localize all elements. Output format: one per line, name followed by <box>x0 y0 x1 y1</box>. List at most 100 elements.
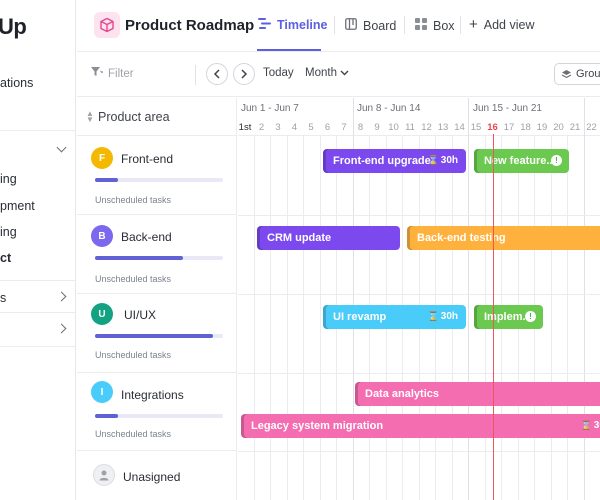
task-bar-legacy-system-migration[interactable]: Legacy system migration ⌛30h <box>241 414 600 438</box>
day-label: 10 <box>388 122 399 133</box>
task-hours: ⌛30h <box>581 420 600 431</box>
day-label: 3 <box>275 122 281 133</box>
next-period-button[interactable] <box>233 63 255 85</box>
layers-icon <box>561 69 572 78</box>
unscheduled-tasks-link[interactable]: Unscheduled tasks <box>95 274 172 284</box>
area-avatar: I <box>91 381 113 403</box>
chevron-right-icon[interactable] <box>56 291 67 302</box>
sidebar-item-notifications[interactable]: ations <box>0 76 34 90</box>
row-divider <box>238 294 600 295</box>
product-area-panel: ▲ ▼ Product area F Front-end Unscheduled … <box>77 98 237 500</box>
sidebar-divider <box>0 130 75 131</box>
area-progress-bar <box>95 414 223 418</box>
hourglass-icon: ⌛ <box>427 155 439 165</box>
task-bar-back-end-testing[interactable]: Back-end testing <box>407 226 600 250</box>
group-button[interactable]: Group <box>554 63 600 85</box>
tab-timeline[interactable]: Timeline <box>258 18 327 32</box>
task-label: Data analytics <box>365 388 439 400</box>
area-row-integrations[interactable]: I Integrations Unscheduled tasks <box>77 374 237 451</box>
cube-icon <box>94 12 120 38</box>
unscheduled-tasks-link[interactable]: Unscheduled tasks <box>95 429 172 439</box>
sidebar-item-product[interactable]: ct <box>0 251 12 265</box>
today-button[interactable]: Today <box>263 67 294 79</box>
task-bar-implementation[interactable]: Implem.. ! <box>474 305 543 329</box>
task-hours-value: 30h <box>440 155 458 166</box>
view-header: Product Roadmap Timeline Board Box + Add… <box>77 0 600 52</box>
today-marker-line <box>493 134 494 500</box>
prev-period-button[interactable] <box>206 63 228 85</box>
chevron-right-icon[interactable] <box>56 323 67 334</box>
add-view-button[interactable]: + Add view <box>469 16 535 33</box>
alert-icon[interactable]: ! <box>551 155 562 166</box>
area-avatar: B <box>91 225 113 247</box>
day-gridline <box>253 136 255 500</box>
task-hours: ⌛30h <box>428 155 458 166</box>
toolbar: Filter Today Month Group <box>77 53 600 97</box>
sidebar-item-engineering[interactable]: ing <box>0 225 17 239</box>
area-row-ui-ux[interactable]: U UI/UX Unscheduled tasks <box>77 295 237 373</box>
day-label: 5 <box>308 122 314 133</box>
sidebar-item-docs[interactable]: s <box>0 291 7 305</box>
row-divider <box>238 373 600 374</box>
task-bar-front-end-upgrade[interactable]: Front-end upgrade ⌛ 30h <box>323 149 466 173</box>
area-avatar: U <box>91 303 113 325</box>
tab-separator <box>404 16 405 34</box>
sort-icon[interactable]: ▲ ▼ <box>86 109 94 124</box>
add-view-label: Add view <box>483 18 535 32</box>
day-label: 7 <box>341 122 347 133</box>
area-row-unassigned[interactable]: Unasigned <box>77 452 237 500</box>
tab-board[interactable]: Board <box>345 18 396 33</box>
day-label: 11 <box>405 122 415 133</box>
page-title: Product Roadmap <box>125 17 255 34</box>
unscheduled-tasks-link[interactable]: Unscheduled tasks <box>95 350 172 360</box>
day-gridline <box>567 136 568 500</box>
task-label: Front-end upgrade <box>333 155 431 167</box>
area-row-back-end[interactable]: B Back-end Unscheduled tasks <box>77 216 237 294</box>
day-label: 13 <box>437 122 449 133</box>
task-bar-ui-revamp[interactable]: UI revamp ⌛ 30h <box>323 305 466 329</box>
task-bar-data-analytics[interactable]: Data analytics <box>355 382 600 406</box>
sidebar-item-development[interactable]: pment <box>0 199 35 213</box>
area-name: Front-end <box>121 152 174 166</box>
tab-label: Timeline <box>277 18 328 32</box>
week-label: Jun 8 - Jun 14 <box>357 103 421 114</box>
product-area-header[interactable]: ▲ ▼ Product area <box>77 98 237 136</box>
sidebar-item-marketing[interactable]: ing <box>0 172 17 186</box>
week-label: Jun 15 - Jun 21 <box>473 103 542 114</box>
area-row-front-end[interactable]: F Front-end Unscheduled tasks <box>77 137 237 215</box>
chevron-down-icon <box>340 70 349 76</box>
week-label: Jun 1 - Jun 7 <box>241 103 299 114</box>
area-name: Back-end <box>121 230 172 244</box>
task-bar-crm-update[interactable]: CRM update <box>257 226 400 250</box>
group-label: Group <box>576 68 600 80</box>
tab-box[interactable]: Box <box>415 18 455 33</box>
day-label: 1st <box>238 122 252 133</box>
zoom-select[interactable]: Month <box>305 67 349 79</box>
week-divider <box>352 98 354 500</box>
chevron-left-icon <box>213 69 220 79</box>
area-name: Integrations <box>121 388 184 402</box>
task-bar-new-feature[interactable]: New feature.. ! <box>474 149 569 173</box>
day-gridline <box>550 136 552 500</box>
tab-label: Board <box>363 18 397 33</box>
day-gridline <box>270 136 271 500</box>
day-header: 1st 2 3 4 5 6 7 8 9 10 11 12 13 14 15 16 17 18 19 20 21 22 <box>238 118 600 136</box>
plus-icon: + <box>469 16 478 33</box>
day-label: 15 <box>470 122 482 133</box>
filter-button[interactable]: Filter <box>91 67 134 80</box>
week-divider <box>468 98 469 500</box>
area-progress-fill <box>95 334 213 338</box>
area-name: UI/UX <box>124 308 157 322</box>
area-name: Unasigned <box>123 470 181 484</box>
alert-icon[interactable]: ! <box>525 311 536 322</box>
chevron-down-icon[interactable] <box>56 142 67 153</box>
hourglass-icon: ⌛ <box>427 311 439 321</box>
unscheduled-tasks-link[interactable]: Unscheduled tasks <box>95 195 172 205</box>
day-gridline <box>286 136 288 500</box>
app-logo: Up <box>0 14 27 39</box>
toolbar-separator <box>195 65 196 85</box>
box-grid-icon <box>415 18 427 33</box>
task-label: Back-end testing <box>417 232 506 244</box>
day-label: 4 <box>291 122 298 133</box>
day-label: 18 <box>520 122 531 133</box>
